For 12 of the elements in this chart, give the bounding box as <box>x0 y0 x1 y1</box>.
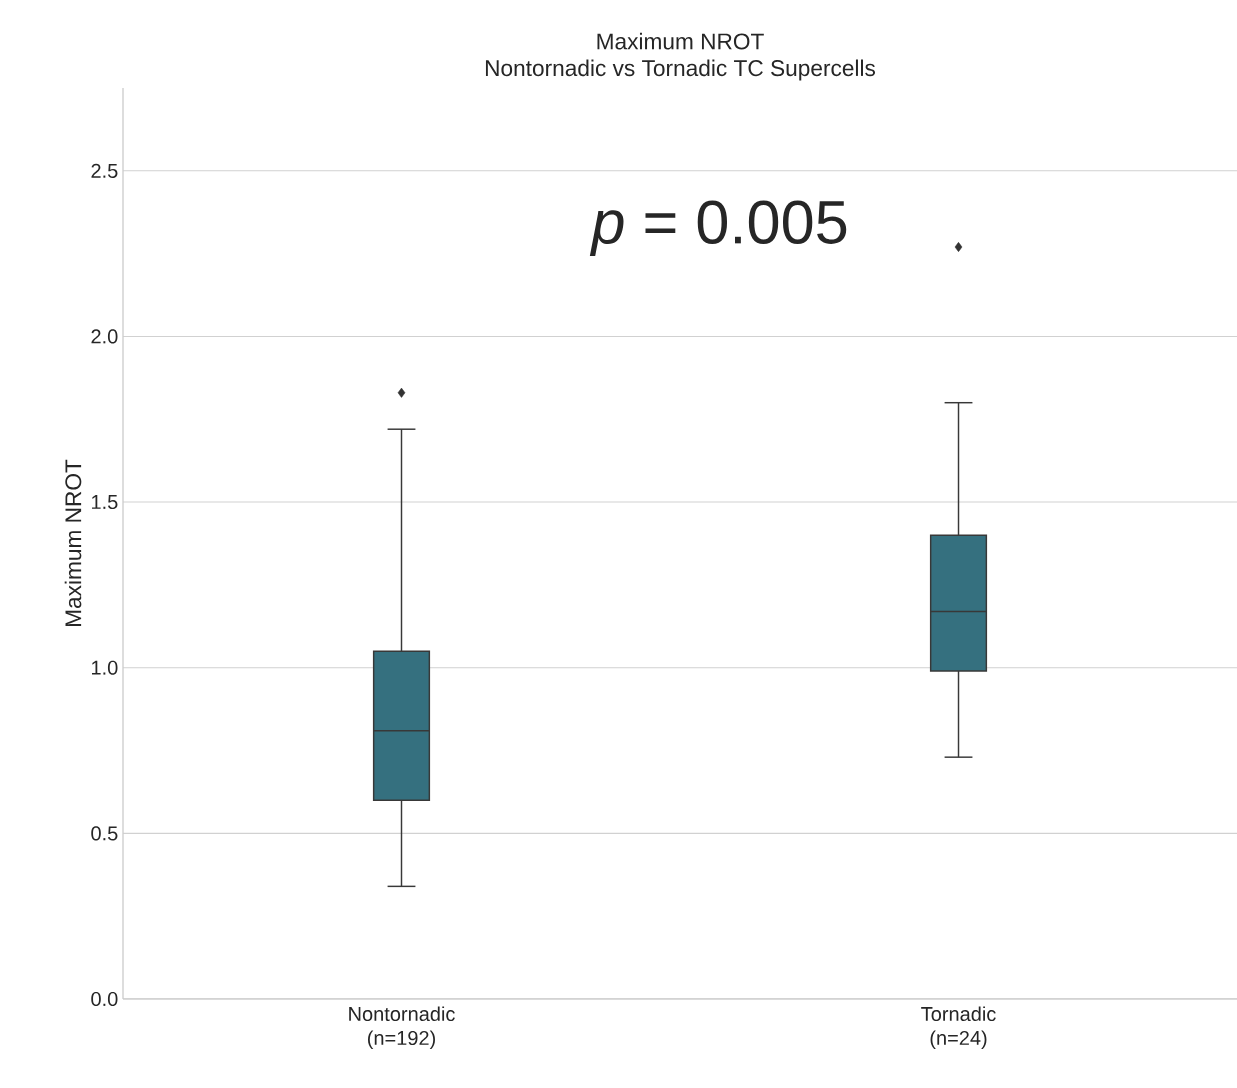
y-tick-label: 1.5 <box>92 495 118 510</box>
y-tick-label: 1.0 <box>92 660 118 675</box>
y-tick-label: 0.0 <box>91 991 118 1007</box>
x-tick-label: Tornadic (n=24) <box>921 1006 996 1050</box>
chart-title: Maximum NROT <box>597 32 764 50</box>
chart-subtitle: Nontornadic vs Tornadic TC Supercells <box>485 59 876 81</box>
y-tick-label: 2.0 <box>91 329 118 344</box>
y-tick-label: 2.5 <box>91 163 118 178</box>
annotation: p = 0.005 <box>589 200 847 257</box>
x-tick-label: Nontornadic (n=192) <box>349 1006 455 1050</box>
y-tick-label: 0.5 <box>91 826 118 841</box>
y-axis-title: Maximum NROT <box>64 459 82 626</box>
